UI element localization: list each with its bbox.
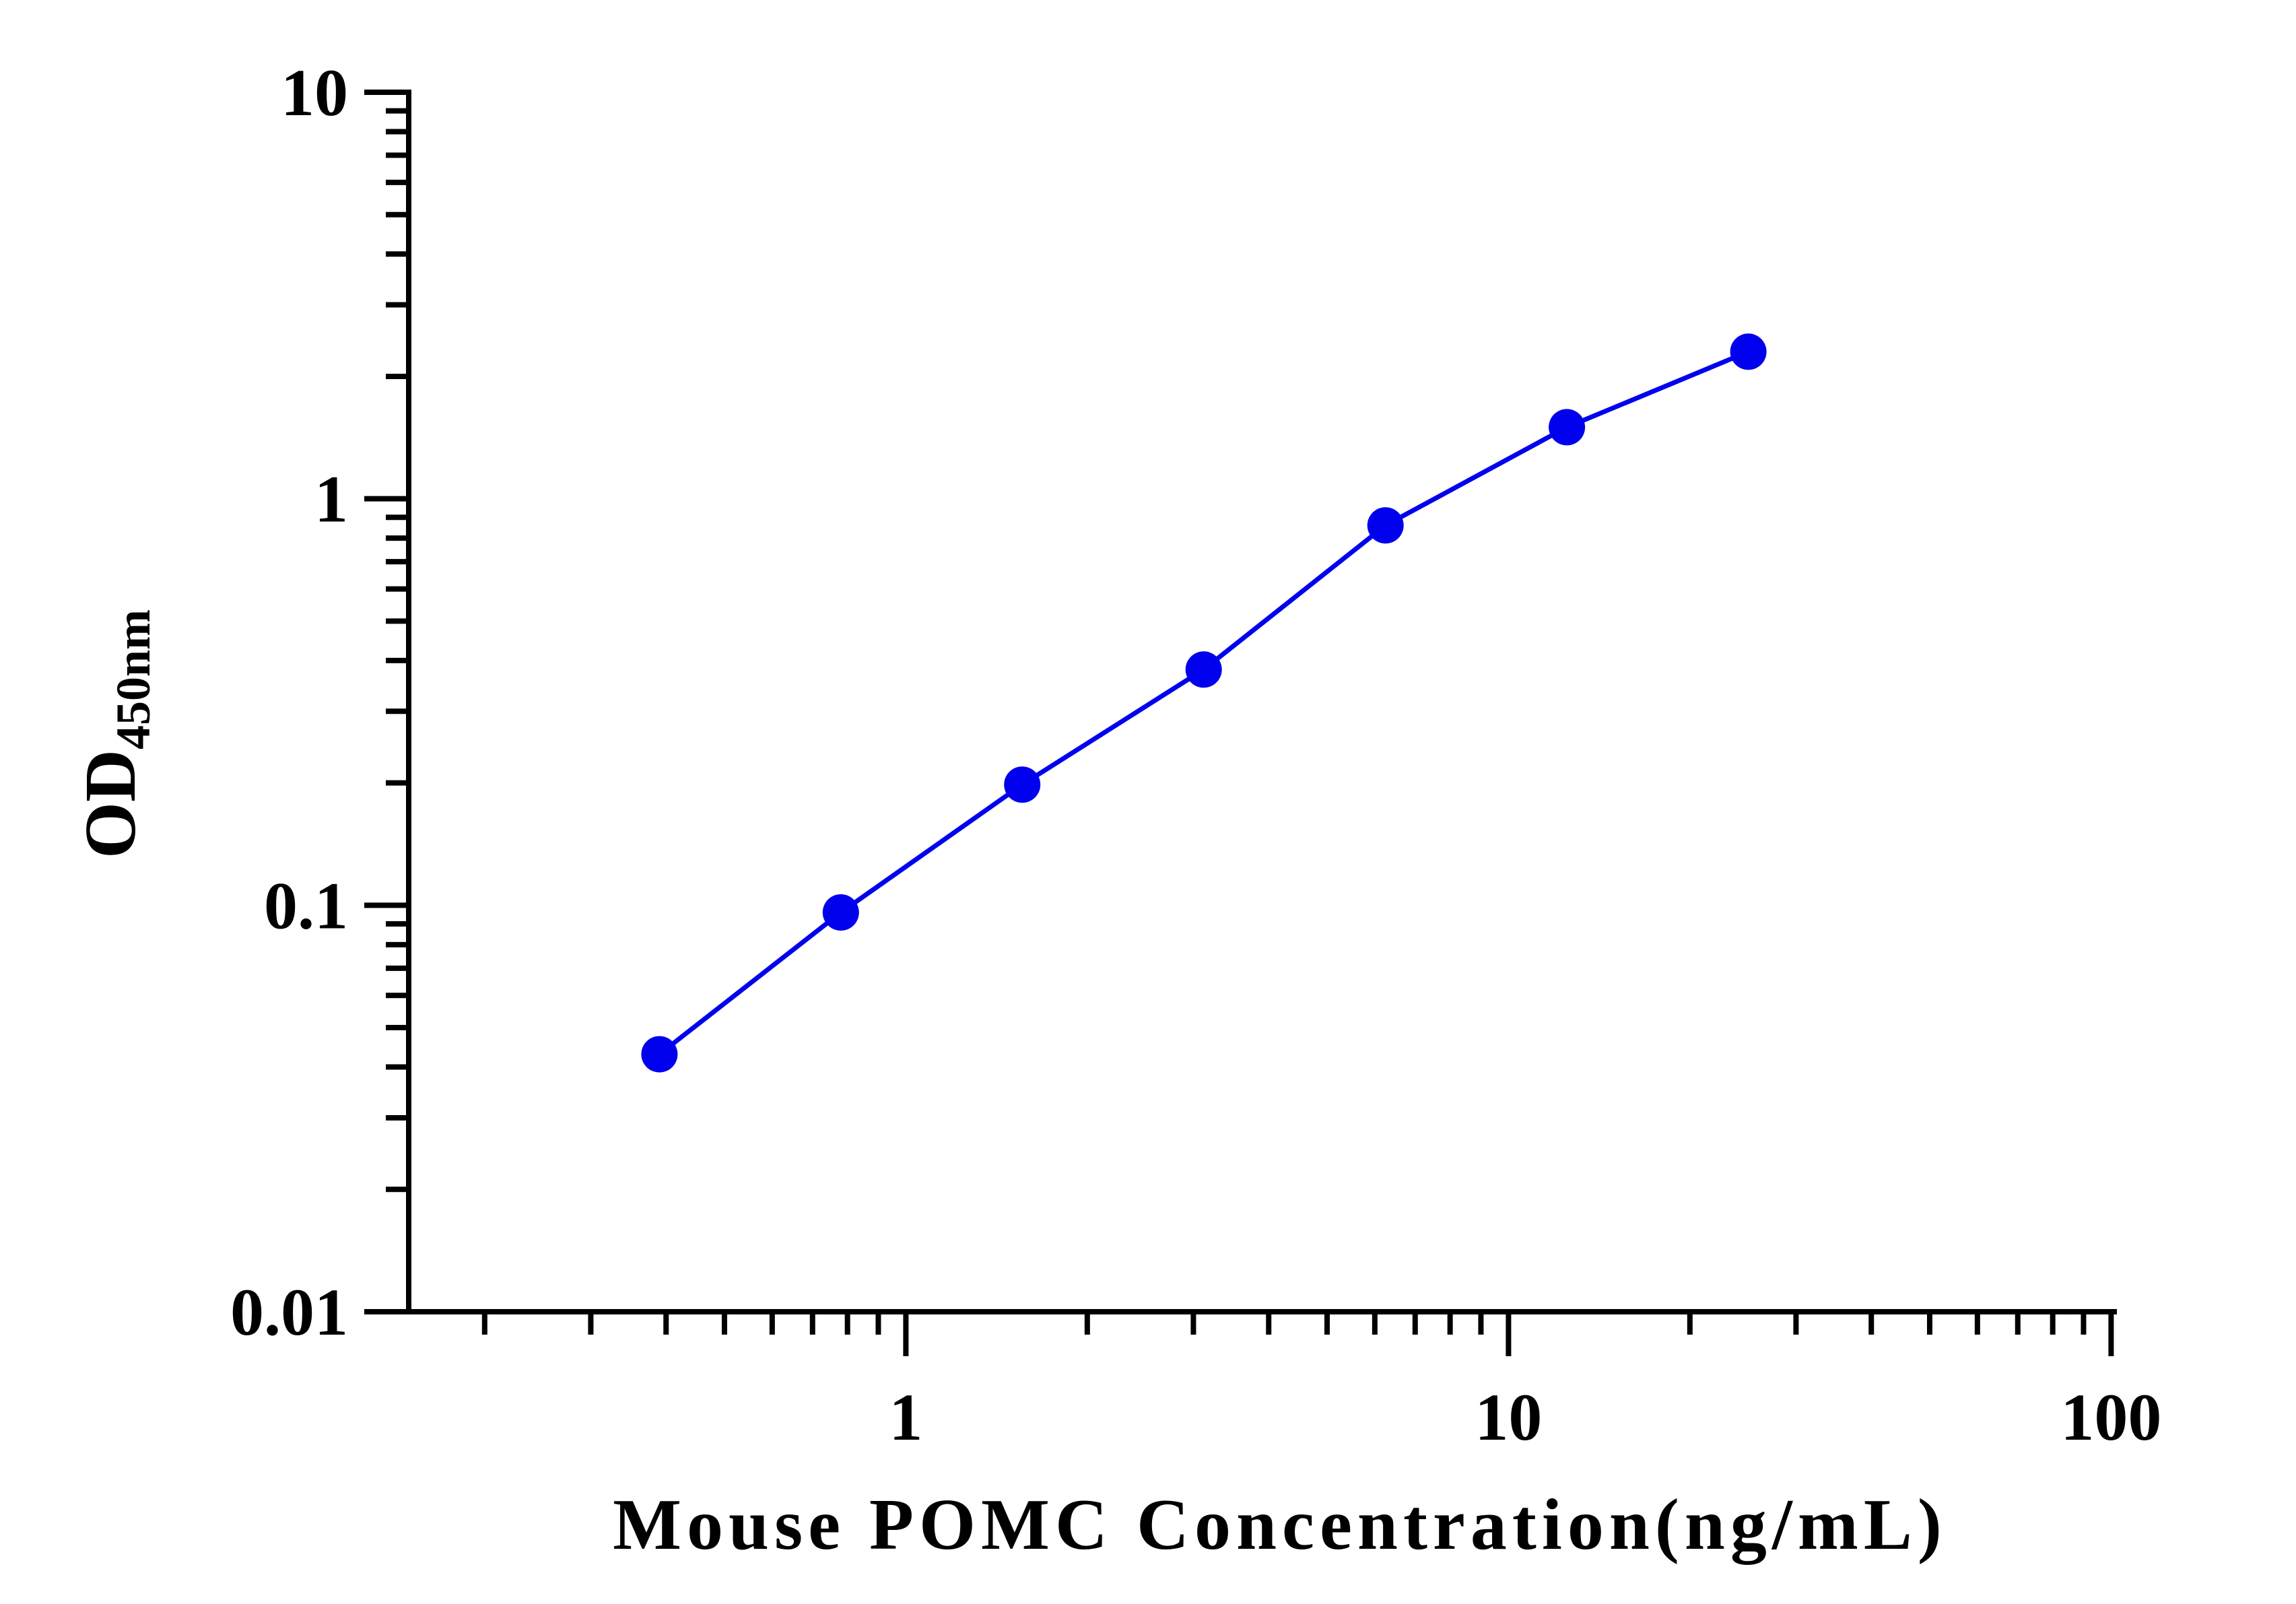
y-tick-label: 0.01 [230, 1275, 348, 1349]
y-axis-title: OD450nm [71, 609, 160, 859]
axes [406, 90, 2117, 1314]
data-point [641, 1036, 678, 1073]
ticks: 0.01 0.1 1 10 1 10 100 [230, 55, 2161, 1455]
data-point [1004, 766, 1041, 803]
x-tick-label: 10 [1475, 1380, 1542, 1455]
x-tick-label: 100 [2060, 1380, 2161, 1455]
x-axis-title: Mouse POMC Concentration(ng/mL) [613, 1485, 1947, 1565]
data-point [1549, 409, 1586, 446]
y-axis-title-main: OD [71, 749, 151, 859]
y-tick-label: 1 [314, 462, 348, 537]
x-tick-label: 1 [889, 1380, 922, 1455]
data-point [1730, 333, 1767, 370]
series [641, 333, 1767, 1073]
y-axis-title-subscript: 450nm [106, 609, 160, 749]
series-line [658, 349, 1749, 1057]
y-tick-label: 0.1 [264, 868, 348, 943]
data-point [1185, 651, 1222, 688]
data-point [822, 894, 859, 931]
data-point [1367, 507, 1404, 544]
y-tick-label: 10 [281, 55, 348, 130]
